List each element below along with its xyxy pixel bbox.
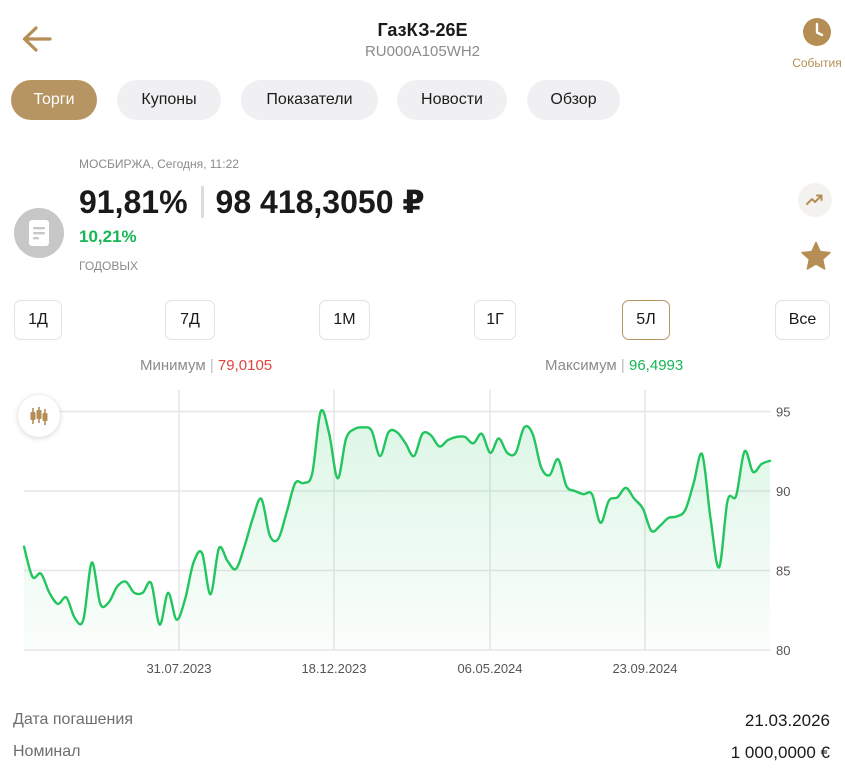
price-area bbox=[24, 410, 770, 650]
maturity-date-label: Дата погашения bbox=[13, 711, 133, 728]
candlestick-toggle[interactable] bbox=[18, 395, 60, 437]
yield-value: 10,21% bbox=[79, 227, 137, 246]
tab-trading[interactable]: Торги bbox=[11, 80, 97, 120]
price-divider bbox=[200, 186, 204, 218]
price-chart[interactable]: 80 85 90 95 31.07.2023 18.12.2023 06.05.2024 23… bbox=[0, 380, 845, 680]
period-1y[interactable]: 1Г bbox=[474, 300, 516, 340]
y-tick-label: 85 bbox=[776, 564, 790, 579]
period-5y[interactable]: 5Л bbox=[622, 300, 670, 340]
y-tick-label: 95 bbox=[776, 405, 790, 420]
x-tick-label: 06.05.2024 bbox=[457, 661, 522, 676]
y-tick-label: 80 bbox=[776, 643, 790, 658]
price-line bbox=[22, 408, 772, 626]
back-button[interactable] bbox=[20, 24, 54, 54]
nominal-label: Номинал bbox=[13, 743, 81, 760]
tab-coupons[interactable]: Купоны bbox=[117, 80, 221, 120]
minimum-value: 79,0105 bbox=[217, 357, 273, 374]
nominal-value: 1 000,0000 € bbox=[730, 743, 830, 762]
maximum-divider: | bbox=[620, 357, 625, 374]
tab-news[interactable]: Новости bbox=[397, 80, 507, 120]
bond-avatar bbox=[14, 208, 64, 258]
document-icon bbox=[29, 220, 49, 246]
events-button[interactable]: События bbox=[789, 16, 845, 70]
isin-code: RU000A105WH2 bbox=[364, 43, 481, 60]
maximum-label: Максимум bbox=[545, 357, 617, 374]
analytics-button[interactable] bbox=[798, 183, 832, 217]
minimum-stat: Минимум | 79,0105 bbox=[140, 357, 272, 374]
period-1m[interactable]: 1М bbox=[319, 300, 370, 340]
x-tick-label: 31.07.2023 bbox=[146, 661, 211, 676]
arrow-left-icon bbox=[22, 26, 52, 52]
price-row: 91,81% 98 418,3050 ₽ bbox=[79, 183, 425, 221]
price-percent: 91,81% bbox=[79, 183, 188, 220]
y-tick-label: 90 bbox=[776, 484, 790, 499]
exchange-timestamp: МОСБИРЖА, Сегодня, 11:22 bbox=[79, 157, 239, 171]
price-value: 98 418,3050 ₽ bbox=[215, 184, 425, 220]
maximum-value: 96,4993 bbox=[629, 357, 684, 374]
candlestick-icon bbox=[30, 407, 48, 425]
minimum-divider: | bbox=[209, 357, 214, 374]
trend-up-icon bbox=[806, 194, 823, 205]
tab-overview[interactable]: Обзор bbox=[527, 80, 620, 120]
page-title: ГазКЗ-26Е bbox=[377, 20, 468, 40]
star-icon bbox=[801, 241, 831, 270]
period-7d[interactable]: 7Д bbox=[165, 300, 215, 340]
period-1d[interactable]: 1Д bbox=[14, 300, 62, 340]
maturity-date-value: 21.03.2026 bbox=[744, 711, 830, 730]
favorite-button[interactable] bbox=[799, 240, 833, 274]
events-label: События bbox=[792, 56, 842, 70]
minimum-label: Минимум bbox=[140, 357, 206, 374]
maximum-stat: Максимум | 96,4993 bbox=[545, 357, 683, 374]
clock-icon bbox=[803, 18, 831, 46]
x-tick-label: 23.09.2024 bbox=[612, 661, 677, 676]
tab-indicators[interactable]: Показатели bbox=[241, 80, 378, 120]
yield-label: ГОДОВЫХ bbox=[79, 259, 138, 273]
x-tick-label: 18.12.2023 bbox=[301, 661, 366, 676]
period-all[interactable]: Все bbox=[775, 300, 830, 340]
